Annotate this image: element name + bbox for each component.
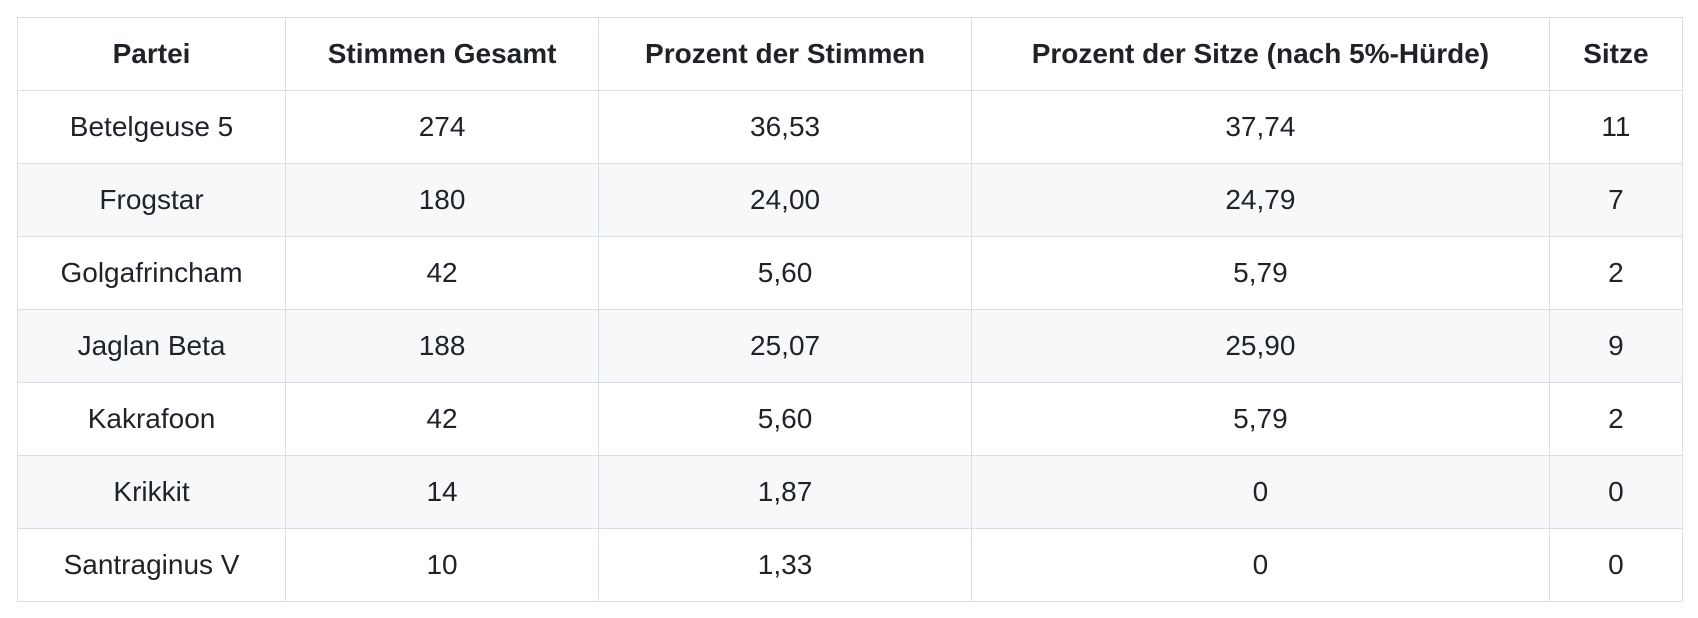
cell-partei: Krikkit (16, 455, 287, 529)
cell-stimmen-gesamt: 14 (285, 455, 600, 529)
cell-partei: Betelgeuse 5 (16, 90, 287, 164)
cell-stimmen-gesamt: 42 (285, 236, 600, 310)
cell-prozent-der-sitze: 25,90 (971, 309, 1550, 383)
cell-prozent-der-sitze: 24,79 (971, 163, 1550, 237)
cell-prozent-der-sitze: 5,79 (971, 236, 1550, 310)
cell-prozent-der-stimmen: 24,00 (598, 163, 973, 237)
cell-partei: Golgafrincham (16, 236, 287, 310)
cell-sitze: 0 (1548, 528, 1684, 602)
cell-stimmen-gesamt: 10 (285, 528, 600, 602)
cell-stimmen-gesamt: 188 (285, 309, 600, 383)
election-results-table: Partei Stimmen Gesamt Prozent der Stimme… (16, 17, 1684, 602)
cell-partei: Santraginus V (16, 528, 287, 602)
table-row: Betelgeuse 5 274 36,53 37,74 11 (16, 90, 1684, 164)
table-row: Kakrafoon 42 5,60 5,79 2 (16, 382, 1684, 456)
cell-sitze: 2 (1548, 382, 1684, 456)
cell-prozent-der-stimmen: 5,60 (598, 236, 973, 310)
table-row: Santraginus V 10 1,33 0 0 (16, 528, 1684, 602)
cell-sitze: 2 (1548, 236, 1684, 310)
cell-sitze: 7 (1548, 163, 1684, 237)
column-header-sitze: Sitze (1548, 17, 1684, 91)
cell-prozent-der-stimmen: 36,53 (598, 90, 973, 164)
cell-stimmen-gesamt: 42 (285, 382, 600, 456)
table-row: Golgafrincham 42 5,60 5,79 2 (16, 236, 1684, 310)
cell-sitze: 0 (1548, 455, 1684, 529)
table-row: Krikkit 14 1,87 0 0 (16, 455, 1684, 529)
cell-partei: Frogstar (16, 163, 287, 237)
cell-partei: Kakrafoon (16, 382, 287, 456)
cell-prozent-der-sitze: 0 (971, 455, 1550, 529)
cell-prozent-der-sitze: 5,79 (971, 382, 1550, 456)
table-header-row: Partei Stimmen Gesamt Prozent der Stimme… (16, 17, 1684, 91)
column-header-stimmen-gesamt: Stimmen Gesamt (285, 17, 600, 91)
cell-partei: Jaglan Beta (16, 309, 287, 383)
cell-stimmen-gesamt: 180 (285, 163, 600, 237)
cell-prozent-der-sitze: 37,74 (971, 90, 1550, 164)
cell-sitze: 11 (1548, 90, 1684, 164)
cell-stimmen-gesamt: 274 (285, 90, 600, 164)
cell-prozent-der-stimmen: 25,07 (598, 309, 973, 383)
cell-sitze: 9 (1548, 309, 1684, 383)
column-header-prozent-der-sitze: Prozent der Sitze (nach 5%-Hürde) (971, 17, 1550, 91)
column-header-partei: Partei (16, 17, 287, 91)
table-row: Jaglan Beta 188 25,07 25,90 9 (16, 309, 1684, 383)
cell-prozent-der-stimmen: 5,60 (598, 382, 973, 456)
table-row: Frogstar 180 24,00 24,79 7 (16, 163, 1684, 237)
cell-prozent-der-stimmen: 1,33 (598, 528, 973, 602)
cell-prozent-der-stimmen: 1,87 (598, 455, 973, 529)
cell-prozent-der-sitze: 0 (971, 528, 1550, 602)
column-header-prozent-der-stimmen: Prozent der Stimmen (598, 17, 973, 91)
